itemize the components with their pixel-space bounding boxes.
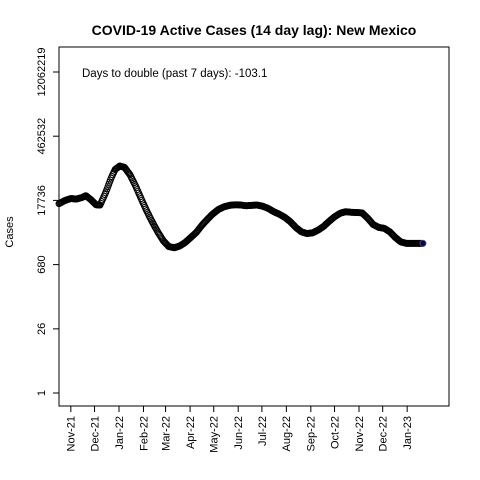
y-tick-label: 17736 (36, 185, 48, 216)
x-tick-label: Sep-22 (306, 416, 318, 451)
y-tick-label: 462532 (36, 118, 48, 155)
x-tick-label: Aug-22 (281, 416, 293, 451)
x-tick-label: Jan-22 (114, 416, 126, 450)
y-tick-label: 26 (36, 323, 48, 335)
y-tick-label: 680 (36, 255, 48, 273)
x-tick-label: Dec-21 (89, 416, 101, 451)
plot-frame (58, 46, 450, 407)
y-tick-label: 1 (36, 390, 48, 396)
doubling-annotation: Days to double (past 7 days): -103.1 (82, 68, 267, 80)
x-tick-label: Nov-21 (66, 416, 78, 451)
x-tick-label: Jul-22 (257, 416, 269, 446)
x-tick-label: May-22 (209, 416, 221, 453)
x-tick-label: Apr-22 (185, 416, 197, 449)
y-axis: 1 26 680 17736 462532 12062219 (36, 48, 59, 396)
x-axis: Nov-21 Dec-21 Jan-22 Feb-22 Mar-22 Apr-22 May-… (66, 406, 414, 453)
x-tick-label: Dec-22 (378, 416, 390, 451)
x-tick-label: Mar-22 (160, 416, 172, 451)
chart-title: COVID-19 Active Cases (14 day lag): New … (92, 22, 417, 38)
x-tick-label: Oct-22 (329, 416, 341, 449)
data-point (125, 169, 132, 177)
y-tick-label: 12062219 (36, 48, 48, 97)
data-point-latest (419, 239, 427, 247)
data-points (55, 162, 427, 252)
x-tick-label: Jun-22 (233, 416, 245, 450)
y-axis-label: Cases (4, 216, 16, 248)
x-tick-label: Feb-22 (138, 416, 150, 451)
x-tick-label: Nov-22 (354, 416, 366, 451)
x-tick-label: Jan-23 (402, 416, 414, 450)
